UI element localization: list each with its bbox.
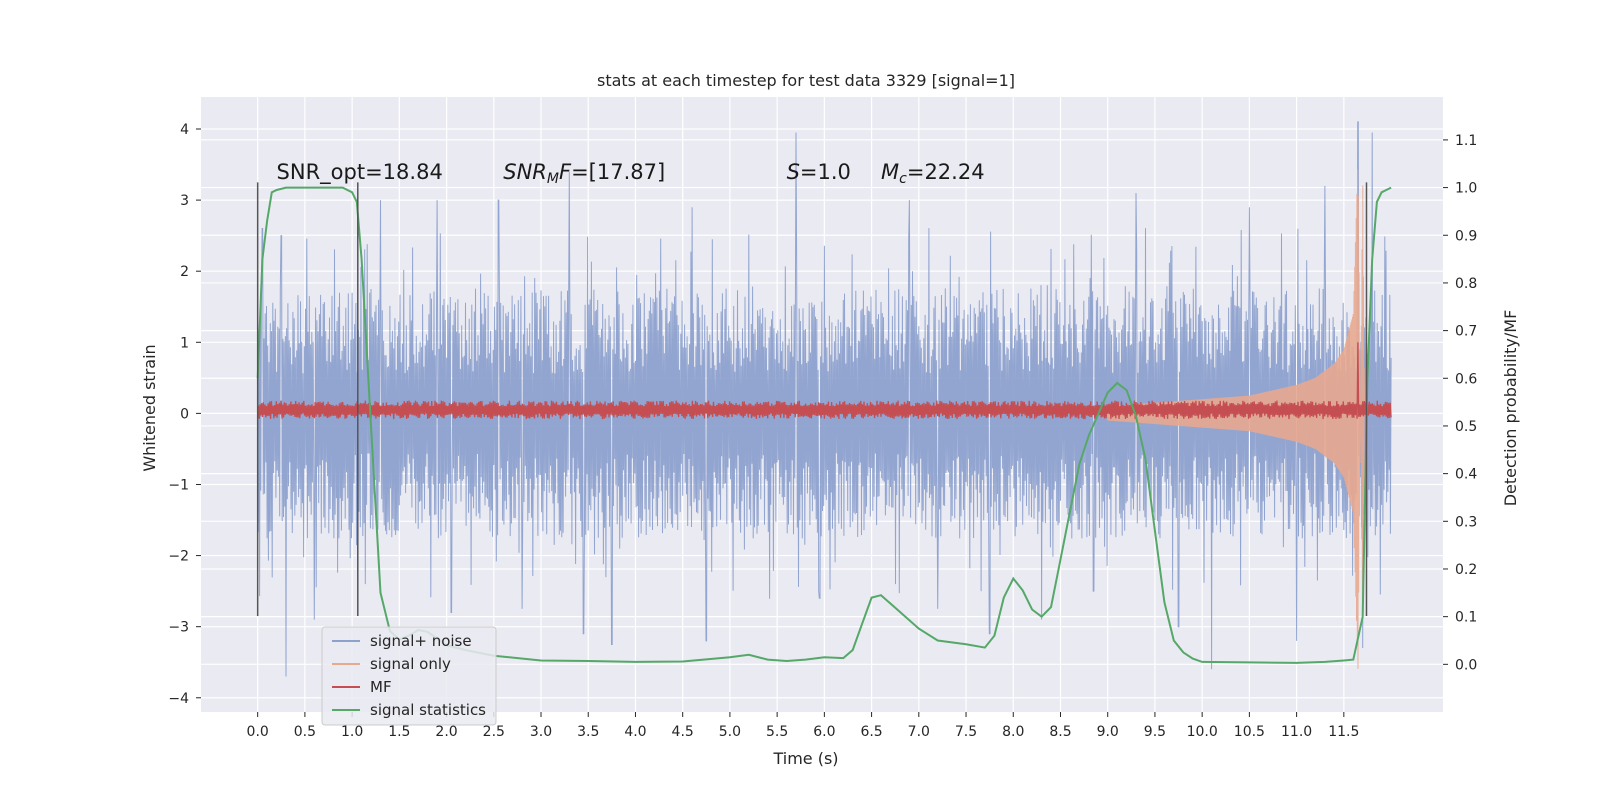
signal-plus-noise-line — [257, 121, 1392, 677]
y2-tick-label: 0.0 — [1455, 657, 1477, 673]
vertical-markers — [256, 182, 1368, 617]
y2-tick-label: 0.3 — [1455, 514, 1477, 530]
y2-tick-label: 0.4 — [1455, 467, 1477, 483]
y-tick-label: −3 — [168, 620, 189, 636]
x-tick-label: 5.5 — [766, 724, 788, 740]
annotation-s: S=1.0 — [787, 160, 851, 184]
y2-tick-label: 1.0 — [1455, 181, 1477, 197]
signal-statistics-line — [256, 186, 1392, 664]
legend-label-mf: MF — [370, 678, 392, 696]
annotation-snr-opt: SNR_opt=18.84 — [277, 160, 443, 185]
chart-title: stats at each timestep for test data 332… — [597, 71, 1015, 90]
legend-box — [321, 626, 497, 726]
x-tick-label: 11.5 — [1328, 724, 1359, 740]
y-axis-left: 4 3 2 1 0 −1 −2 −3 −4 — [168, 122, 201, 707]
x-tick-label: 4.0 — [624, 724, 646, 740]
y-tick-label: 4 — [180, 122, 189, 138]
annotation-snr-mf: SNRMF=[17.87] — [503, 160, 665, 187]
series-mf — [257, 342, 1392, 420]
x-tick-label: 6.5 — [860, 724, 882, 740]
annotations: SNR_opt=18.84 SNRMF=[17.87] S=1.0 Mc=22.24 — [277, 160, 985, 187]
y2-tick-label: 0.7 — [1455, 324, 1477, 340]
y2-axis-label: Detection probability/MF — [1501, 310, 1520, 507]
x-tick-label: 3.5 — [577, 724, 599, 740]
y-tick-label: 2 — [180, 264, 189, 280]
x-tick-label: 1.0 — [341, 724, 363, 740]
y-tick-label: 3 — [180, 193, 189, 209]
y-tick-label: −2 — [168, 549, 189, 565]
y2-tick-label: 0.1 — [1455, 610, 1477, 626]
legend: signal+ noise signal only MF signal stat… — [321, 626, 497, 726]
y2-tick-label: 1.1 — [1455, 133, 1477, 149]
series-signal-statistics — [256, 186, 1392, 664]
x-tick-label: 10.0 — [1187, 724, 1218, 740]
x-tick-label: 6.0 — [813, 724, 835, 740]
y2-tick-label: 0.6 — [1455, 371, 1477, 387]
x-tick-label: 3.0 — [530, 724, 552, 740]
x-tick-label: 7.0 — [908, 724, 930, 740]
y-axis-label: Whitened strain — [140, 344, 159, 471]
x-tick-label: 0.0 — [247, 724, 269, 740]
x-axis-label: Time (s) — [772, 749, 838, 768]
series-signal-plus-noise — [257, 121, 1392, 677]
x-tick-label: 0.5 — [294, 724, 316, 740]
x-tick-label: 4.5 — [672, 724, 694, 740]
x-tick-label: 9.5 — [1144, 724, 1166, 740]
legend-label-signal-only: signal only — [370, 655, 451, 673]
x-tick-label: 2.5 — [483, 724, 505, 740]
y-tick-label: −4 — [168, 691, 189, 707]
x-tick-label: 2.0 — [435, 724, 457, 740]
y2-tick-label: 0.8 — [1455, 276, 1477, 292]
annotation-mc: Mc=22.24 — [881, 160, 985, 187]
legend-label-signal-plus-noise: signal+ noise — [370, 632, 472, 650]
y2-tick-label: 0.9 — [1455, 228, 1477, 244]
x-tick-label: 8.0 — [1002, 724, 1024, 740]
x-tick-label: 10.5 — [1234, 724, 1265, 740]
y-axis-right: 1.1 1.0 0.9 0.8 0.7 0.6 0.5 0.4 0.3 0.2 0.1 0.0 — [1443, 133, 1477, 673]
x-tick-label: 1.5 — [388, 724, 410, 740]
x-axis: 0.0 0.5 1.0 1.5 2.0 2.5 3.0 3.5 4.0 4.5 5.0 5.5 6.0 6… — [247, 712, 1359, 740]
x-tick-label: 8.5 — [1049, 724, 1071, 740]
x-tick-label: 7.5 — [955, 724, 977, 740]
y2-tick-label: 0.2 — [1455, 562, 1477, 578]
y-tick-label: 0 — [180, 406, 189, 422]
mf-line — [257, 342, 1392, 420]
x-tick-label: 11.0 — [1281, 724, 1312, 740]
x-tick-label: 9.0 — [1097, 724, 1119, 740]
y2-tick-label: 0.5 — [1455, 419, 1477, 435]
x-tick-label: 5.0 — [719, 724, 741, 740]
legend-label-signal-statistics: signal statistics — [370, 701, 486, 719]
y-tick-label: 1 — [180, 335, 189, 351]
y-tick-label: −1 — [168, 477, 189, 493]
